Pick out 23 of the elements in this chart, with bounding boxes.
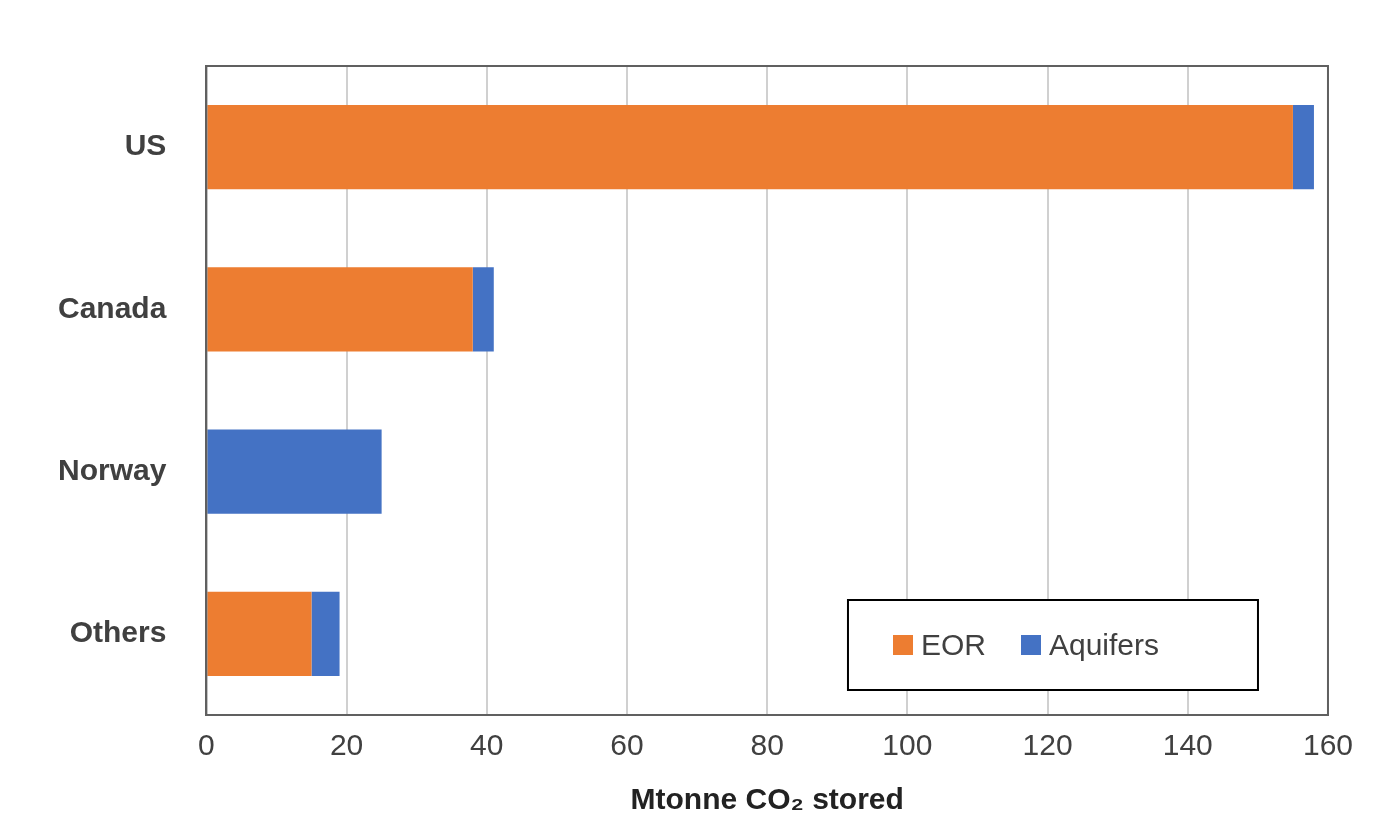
x-tick-label: 100 (882, 728, 933, 762)
legend-label: EOR (920, 628, 986, 662)
y-tick-label: Others (69, 615, 167, 649)
bar (207, 591, 312, 677)
x-tick-label: 60 (610, 728, 644, 762)
y-tick-label: Canada (57, 290, 167, 324)
bar (207, 104, 1293, 190)
y-tick-label: Norway (57, 452, 167, 486)
bar (311, 591, 340, 677)
bar (472, 267, 494, 352)
x-tick-label: 0 (198, 728, 215, 762)
bar (207, 429, 382, 514)
x-tick-label: 140 (1162, 728, 1213, 762)
x-axis-title: Mtonne CO₂ stored (630, 782, 904, 816)
y-tick-label: US (124, 128, 167, 162)
x-tick-label: 120 (1022, 728, 1073, 762)
x-tick-label: 160 (1302, 728, 1353, 762)
x-tick-label: 80 (750, 728, 784, 762)
x-tick-label: 20 (329, 728, 364, 762)
bar (1292, 104, 1314, 190)
x-tick-label: 40 (470, 728, 504, 762)
legend-label: Aquifers (1048, 628, 1160, 662)
bar (207, 267, 473, 352)
